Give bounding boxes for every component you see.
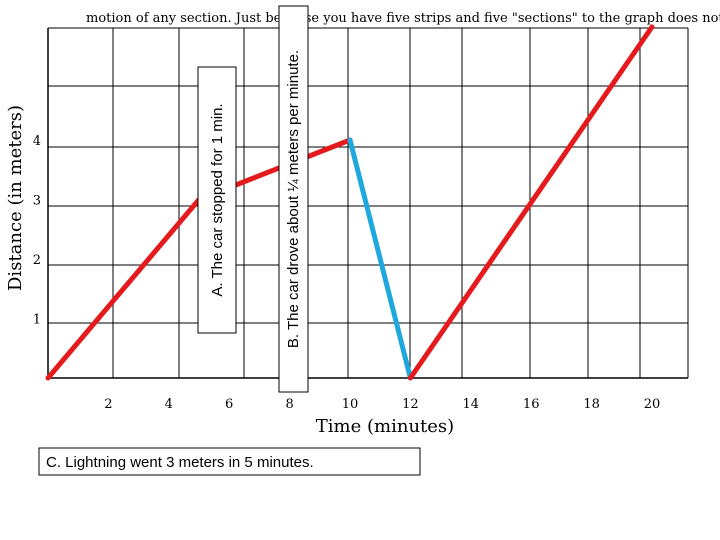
y-axis-title: Distance (in meters)	[5, 105, 26, 291]
x-tick-label-1: 4	[165, 397, 173, 412]
x-tick-label-3: 8	[285, 397, 293, 412]
x-axis-title: Time (minutes)	[316, 416, 454, 437]
x-tick-labels: 2 4 6 8 10 12 14 16 18 20	[104, 397, 660, 412]
y-tick-label-2: 3	[33, 194, 41, 209]
y-tick-labels: 1 2 3 4	[33, 134, 41, 328]
chart-axes	[47, 28, 688, 379]
x-tick-label-9: 20	[644, 397, 661, 412]
series-line-1	[347, 137, 413, 381]
x-tick-label-6: 14	[463, 397, 480, 412]
chart-grid	[47, 27, 689, 379]
y-tick-label-0: 1	[33, 313, 41, 328]
x-tick-label-8: 18	[583, 397, 600, 412]
chart-series	[45, 24, 655, 381]
x-tick-label-2: 6	[225, 397, 233, 412]
series-line-2	[407, 24, 655, 381]
annotation-c-text: C. Lightning went 3 meters in 5 minutes.	[46, 454, 314, 471]
header-text: motion of any section. Just because you …	[86, 11, 720, 26]
annotation-a-text: A. The car stopped for 1 min.	[209, 103, 226, 296]
x-tick-label-7: 16	[523, 397, 540, 412]
x-tick-label-4: 10	[342, 397, 359, 412]
annotation-b-text: B. The car drove about ¼ meters per minu…	[285, 50, 302, 348]
x-tick-label-5: 12	[402, 397, 419, 412]
annotation-c: C. Lightning went 3 meters in 5 minutes.	[38, 447, 421, 476]
annotation-a: A. The car stopped for 1 min.	[197, 66, 237, 334]
y-tick-label-1: 2	[33, 253, 41, 268]
y-tick-label-3: 4	[33, 134, 41, 149]
annotation-b: B. The car drove about ¼ meters per minu…	[278, 5, 309, 393]
x-tick-label-0: 2	[104, 397, 112, 412]
